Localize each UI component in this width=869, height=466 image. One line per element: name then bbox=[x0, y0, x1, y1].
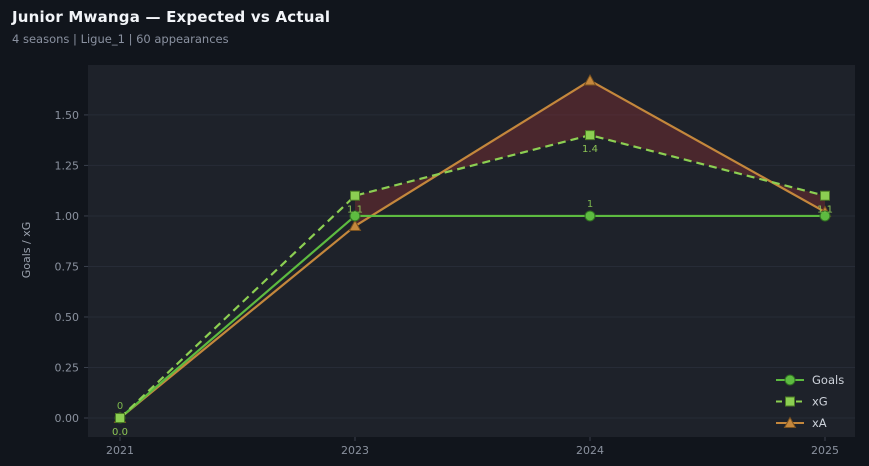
x-tick-label: 2021 bbox=[106, 444, 134, 457]
y-tick-label: 0.50 bbox=[55, 311, 80, 324]
marker-square bbox=[350, 190, 360, 201]
series-line bbox=[119, 214, 825, 419]
marker-circle bbox=[349, 210, 361, 222]
y-axis-label: Goals / xG bbox=[20, 222, 33, 279]
marker-triangle bbox=[783, 416, 797, 428]
x-axis-ticks: 2021 2023 2024 2025 bbox=[106, 437, 839, 457]
y-axis-ticks: 0.00 0.25 0.50 0.75 1.00 1.25 1.50 bbox=[55, 109, 88, 425]
legend-label: xA bbox=[812, 416, 827, 430]
fill-between-region bbox=[355, 80, 825, 227]
marker-square bbox=[820, 190, 830, 201]
y-tick-label: 0.00 bbox=[55, 412, 80, 425]
y-tick-label: 0.25 bbox=[55, 361, 80, 374]
data-label: 1.1 bbox=[817, 205, 833, 216]
marker-triangle bbox=[348, 219, 362, 232]
legend-item-xa: xA bbox=[776, 416, 827, 430]
marker-square bbox=[115, 413, 125, 424]
legend: Goals xG xA bbox=[776, 373, 844, 430]
data-label: 0.0 bbox=[112, 427, 128, 438]
x-tick-label: 2024 bbox=[576, 444, 604, 457]
series-line bbox=[119, 79, 826, 419]
y-tick-label: 0.75 bbox=[55, 260, 80, 273]
x-tick-label: 2025 bbox=[811, 444, 839, 457]
marker-square bbox=[785, 396, 795, 407]
chart-subtitle: 4 seasons | Ligue_1 | 60 appearances bbox=[12, 32, 229, 46]
data-label: 1 bbox=[587, 199, 593, 210]
legend-item-xg: xG bbox=[776, 395, 828, 409]
marker-circle bbox=[584, 210, 596, 222]
chart-header: Junior Mwanga — Expected vs Actual 4 sea… bbox=[12, 8, 330, 46]
marker-triangle bbox=[583, 74, 597, 86]
x-tick-label: 2023 bbox=[341, 444, 369, 457]
marker-circle bbox=[784, 374, 796, 386]
marker-circle bbox=[819, 210, 831, 222]
legend-label: xG bbox=[812, 395, 828, 409]
y-tick-label: 1.25 bbox=[55, 159, 80, 172]
legend-item-goals: Goals bbox=[776, 373, 844, 387]
series-line bbox=[119, 134, 826, 419]
y-tick-label: 1.00 bbox=[55, 210, 80, 223]
series-xg: 0.0 1.1 1.4 1.1 bbox=[112, 130, 833, 438]
data-label: 1.1 bbox=[347, 205, 363, 216]
y-tick-label: 1.50 bbox=[55, 109, 80, 122]
chart-title: Junior Mwanga — Expected vs Actual bbox=[12, 8, 331, 26]
plot-area bbox=[88, 65, 855, 437]
data-label: 1.4 bbox=[582, 144, 598, 155]
data-label: 0 bbox=[117, 401, 123, 412]
legend-label: Goals bbox=[812, 373, 844, 387]
marker-square bbox=[585, 130, 595, 141]
